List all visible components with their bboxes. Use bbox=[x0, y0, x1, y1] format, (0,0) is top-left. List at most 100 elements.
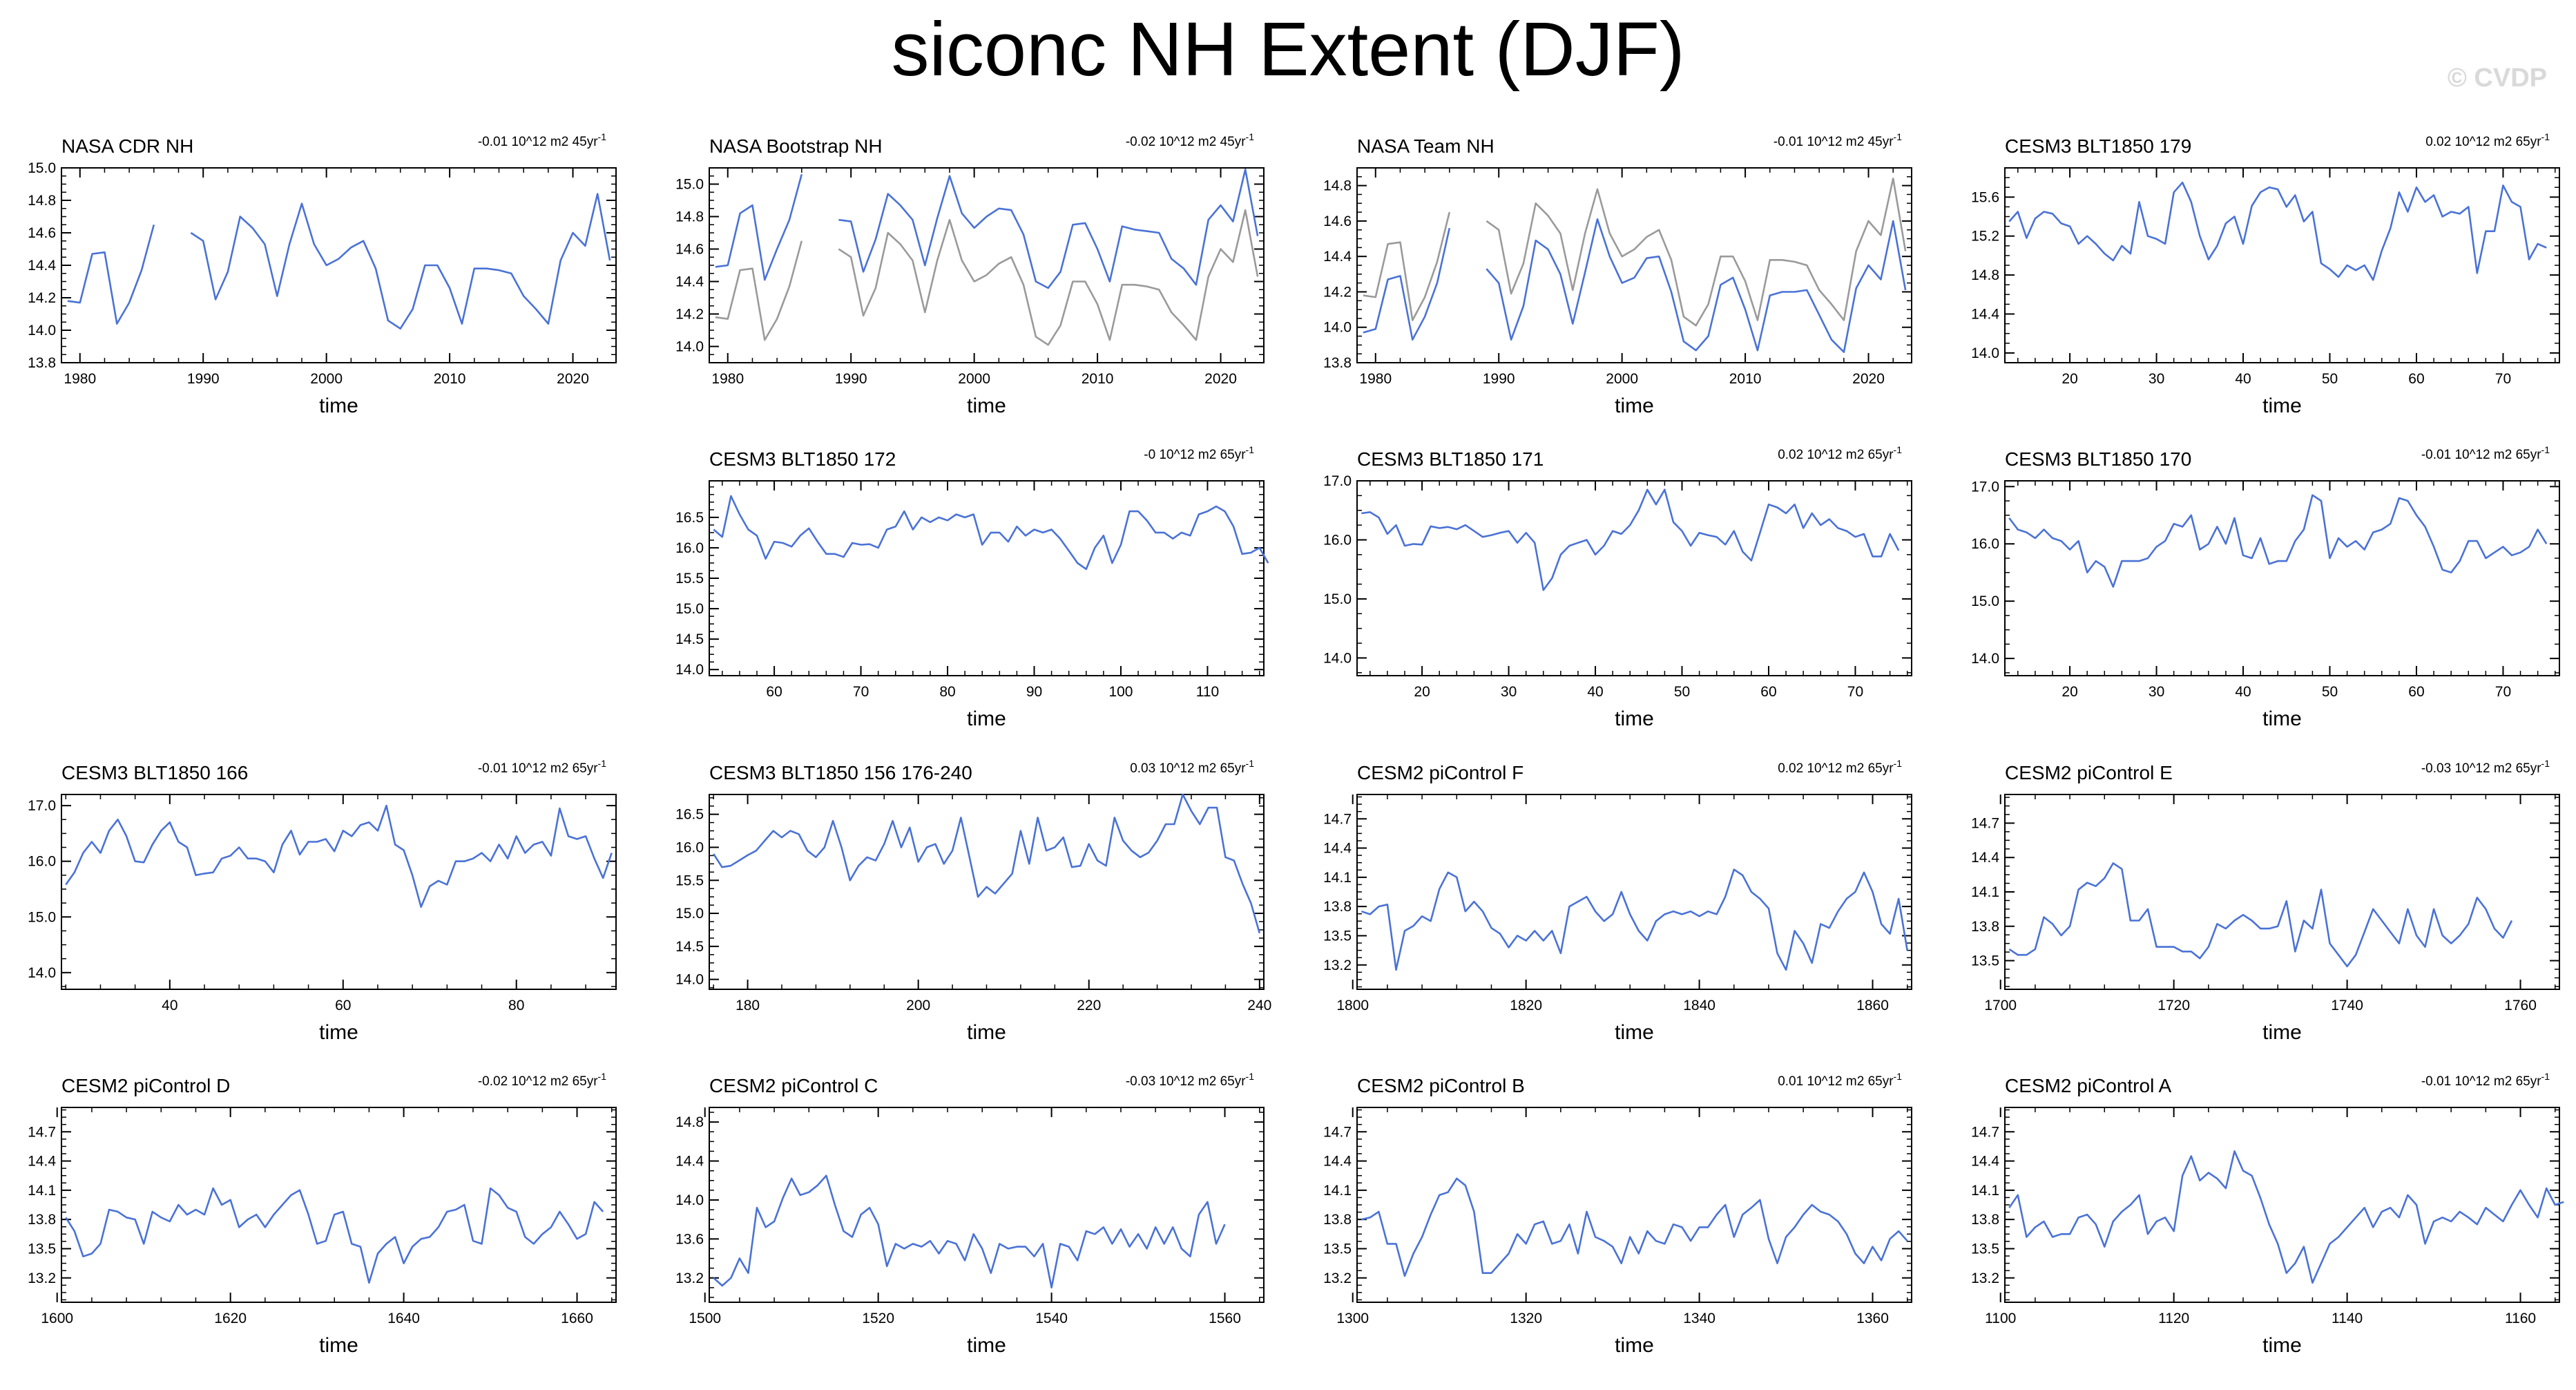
series-line bbox=[1361, 868, 1908, 971]
plot-frame bbox=[709, 794, 1265, 990]
y-tick-label: 16.0 bbox=[675, 839, 704, 855]
x-tick-label: 110 bbox=[1196, 684, 1219, 700]
x-tick-label: 50 bbox=[2322, 371, 2338, 387]
panel-title: CESM2 piControl C bbox=[709, 1075, 878, 1096]
x-tick-label: 40 bbox=[1587, 684, 1603, 700]
x-axis-label: time bbox=[967, 394, 1006, 417]
trend-exponent: -1 bbox=[1894, 131, 1903, 142]
series-line bbox=[2008, 1150, 2564, 1284]
y-tick-label: 17.0 bbox=[1971, 479, 1999, 495]
x-tick-label: 1340 bbox=[1683, 1311, 1715, 1326]
y-tick-label: 14.4 bbox=[1323, 1154, 1352, 1170]
chart-panel: CESM3 BLT1850 179 0.02 10^12 m2 65yr-1 14.… bbox=[1971, 131, 2560, 417]
y-tick-label: 14.5 bbox=[675, 631, 704, 647]
y-tick-label: 13.2 bbox=[1323, 958, 1352, 973]
chart-panel: CESM3 BLT1850 172 -0 10^12 m2 65yr-1 14.0 1… bbox=[675, 444, 1269, 730]
y-tick-label: 13.5 bbox=[1971, 1241, 1999, 1257]
plot-frame bbox=[709, 1107, 1265, 1303]
y-tick-label: 15.0 bbox=[1323, 591, 1352, 607]
x-tick-label: 70 bbox=[2495, 371, 2511, 387]
series-line bbox=[713, 793, 1261, 934]
x-tick-label: 1320 bbox=[1510, 1311, 1542, 1326]
y-tick-label: 13.8 bbox=[1323, 355, 1352, 371]
trend-label: 0.02 10^12 m2 65yr-1 bbox=[2425, 131, 2550, 149]
x-tick-label: 70 bbox=[2495, 684, 2511, 700]
x-axis-label: time bbox=[319, 394, 358, 417]
x-tick-label: 1160 bbox=[2505, 1311, 2536, 1326]
plot-frame bbox=[709, 480, 1265, 676]
plot-frame bbox=[61, 1107, 617, 1303]
x-tick-label: 30 bbox=[2149, 371, 2164, 387]
trend-label: -0.03 10^12 m2 65yr-1 bbox=[1126, 1071, 1254, 1089]
y-tick-label: 14.7 bbox=[28, 1124, 56, 1140]
y-tick-label: 14.2 bbox=[28, 290, 56, 306]
x-tick-label: 1540 bbox=[1035, 1311, 1068, 1326]
x-tick-label: 1740 bbox=[2331, 998, 2363, 1013]
y-tick-label: 14.8 bbox=[1971, 267, 1999, 283]
series-line bbox=[715, 169, 1259, 289]
series-line bbox=[2008, 494, 2548, 588]
trend-label: -0.01 10^12 m2 45yr-1 bbox=[1774, 131, 1902, 149]
y-tick-label: 15.2 bbox=[1971, 229, 1999, 245]
x-tick-label: 70 bbox=[1847, 684, 1863, 700]
panel-title: CESM2 piControl E bbox=[2005, 762, 2173, 783]
x-tick-label: 40 bbox=[162, 998, 177, 1013]
panel-title: NASA CDR NH bbox=[61, 135, 193, 157]
x-tick-label: 1990 bbox=[187, 371, 220, 387]
y-tick-label: 14.6 bbox=[1323, 213, 1352, 229]
x-tick-label: 1840 bbox=[1683, 998, 1715, 1013]
y-tick-label: 15.0 bbox=[675, 177, 704, 193]
chart-panel: CESM3 BLT1850 170 -0.01 10^12 m2 65yr-1 14… bbox=[1971, 444, 2560, 730]
trend-label: -0.03 10^12 m2 65yr-1 bbox=[2421, 758, 2550, 776]
y-tick-label: 13.8 bbox=[28, 355, 56, 371]
y-tick-label: 17.0 bbox=[1323, 473, 1352, 489]
x-tick-label: 1980 bbox=[711, 371, 744, 387]
panel-title: NASA Team NH bbox=[1357, 135, 1494, 157]
x-axis-label: time bbox=[1615, 1021, 1654, 1044]
y-tick-label: 14.1 bbox=[1971, 1183, 1999, 1199]
y-tick-label: 14.6 bbox=[675, 242, 704, 258]
series-line-observed bbox=[1363, 178, 1907, 327]
x-tick-label: 50 bbox=[1674, 684, 1690, 700]
y-tick-label: 13.6 bbox=[675, 1231, 704, 1247]
chart-panel: CESM2 piControl D -0.02 10^12 m2 65yr-1 13… bbox=[28, 1071, 617, 1357]
y-tick-label: 14.4 bbox=[1971, 1154, 1999, 1170]
trend-exponent: -1 bbox=[598, 758, 607, 769]
trend-exponent: -1 bbox=[2541, 131, 2550, 142]
x-tick-label: 60 bbox=[2408, 684, 2424, 700]
x-tick-label: 90 bbox=[1026, 684, 1042, 700]
x-tick-label: 40 bbox=[2235, 371, 2251, 387]
y-tick-label: 14.4 bbox=[675, 1154, 704, 1170]
trend-label: -0.01 10^12 m2 65yr-1 bbox=[2421, 444, 2550, 462]
series-line-observed bbox=[715, 209, 1259, 346]
series-line bbox=[67, 193, 611, 330]
y-tick-label: 13.5 bbox=[1323, 1241, 1352, 1257]
trend-exponent: -1 bbox=[598, 131, 607, 142]
y-tick-label: 13.8 bbox=[1323, 1212, 1352, 1228]
y-tick-label: 14.4 bbox=[1971, 307, 1999, 323]
y-tick-label: 13.5 bbox=[28, 1241, 56, 1257]
x-tick-label: 1720 bbox=[2157, 998, 2190, 1013]
y-tick-label: 15.5 bbox=[675, 873, 704, 888]
plot-frame bbox=[1356, 794, 1912, 990]
y-tick-label: 13.5 bbox=[1971, 953, 1999, 969]
trend-label: 0.03 10^12 m2 65yr-1 bbox=[1130, 758, 1254, 776]
chart-panel: CESM2 piControl F 0.02 10^12 m2 65yr-1 13.… bbox=[1323, 758, 1912, 1044]
x-tick-label: 2010 bbox=[434, 371, 466, 387]
x-tick-label: 60 bbox=[335, 998, 351, 1013]
y-tick-label: 14.0 bbox=[675, 972, 704, 988]
x-tick-label: 2020 bbox=[557, 371, 589, 387]
y-tick-label: 14.0 bbox=[675, 1192, 704, 1208]
x-tick-label: 1980 bbox=[64, 371, 96, 387]
panel-title: CESM2 piControl F bbox=[1357, 762, 1524, 783]
trend-exponent: -1 bbox=[1246, 131, 1255, 142]
y-tick-label: 15.0 bbox=[28, 909, 56, 925]
trend-exponent: -1 bbox=[1894, 444, 1903, 455]
x-axis-label: time bbox=[2262, 1334, 2302, 1357]
x-tick-label: 1820 bbox=[1510, 998, 1542, 1013]
plot-frame bbox=[2004, 480, 2560, 676]
x-axis-label: time bbox=[1615, 707, 1654, 730]
trend-label: -0.02 10^12 m2 45yr-1 bbox=[1126, 131, 1254, 149]
x-tick-label: 50 bbox=[2322, 684, 2338, 700]
chart-panel: NASA Team NH -0.01 10^12 m2 45yr-1 13.8 14.… bbox=[1323, 131, 1912, 417]
